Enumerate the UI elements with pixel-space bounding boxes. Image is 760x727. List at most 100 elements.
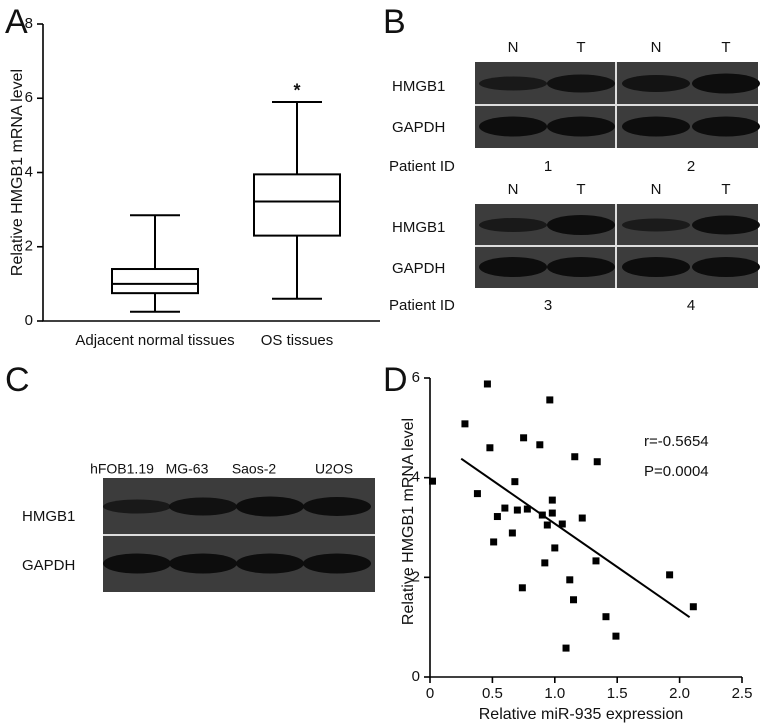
y-tick-label: 0 <box>25 312 33 329</box>
y-tick-label: 6 <box>25 89 33 106</box>
band <box>479 76 547 91</box>
lane-label: MG-63 <box>166 461 209 477</box>
point <box>566 576 574 584</box>
point <box>428 477 436 485</box>
band <box>547 215 615 235</box>
point <box>570 596 578 604</box>
y-tick-label: 8 <box>25 15 33 32</box>
point <box>548 509 556 517</box>
band <box>547 74 615 93</box>
band <box>236 553 304 574</box>
x-tick-label: 0 <box>426 685 434 702</box>
point <box>562 644 570 652</box>
point <box>546 396 554 404</box>
y-tick-label: 2 <box>412 568 420 585</box>
blot-label: 3 <box>544 297 552 314</box>
point <box>486 444 494 452</box>
blot-label: N <box>651 39 662 56</box>
point <box>558 520 566 528</box>
point <box>473 490 481 498</box>
x-tick-label: 2.5 <box>732 685 753 702</box>
blot-label: T <box>576 181 585 198</box>
band <box>692 257 760 277</box>
panel-label: D <box>383 361 408 399</box>
blot-label: HMGB1 <box>392 219 445 236</box>
y-tick-label: 4 <box>412 469 420 486</box>
point <box>551 544 559 552</box>
blot-label: N <box>508 39 519 56</box>
point <box>578 514 586 522</box>
point <box>518 584 526 592</box>
band <box>303 553 371 574</box>
point <box>501 504 509 512</box>
lane-label: hFOB1.19 <box>90 461 154 477</box>
band <box>303 497 371 516</box>
point <box>513 506 521 514</box>
x-tick-label: Adjacent normal tissues <box>75 332 234 349</box>
blot-label: GAPDH <box>392 119 445 136</box>
x-tick-label: 1.0 <box>544 685 565 702</box>
y-tick-label: 4 <box>25 163 33 180</box>
point <box>666 571 674 579</box>
point <box>461 420 469 428</box>
band <box>692 215 760 235</box>
point <box>612 632 620 640</box>
box <box>253 173 341 237</box>
band <box>479 116 547 137</box>
blot-label: 4 <box>687 297 695 314</box>
blot-label: 2 <box>687 158 695 175</box>
band <box>103 499 171 514</box>
blot-label: T <box>576 39 585 56</box>
annotation: r=-0.5654 <box>644 433 709 450</box>
point <box>483 380 491 388</box>
band <box>169 553 237 574</box>
band <box>622 257 690 277</box>
point <box>536 441 544 449</box>
blot-label: T <box>721 181 730 198</box>
band <box>103 553 171 574</box>
panel-label: A <box>5 3 28 41</box>
axis-line <box>429 378 742 678</box>
blot-label: Patient ID <box>389 158 455 175</box>
annotation: P=0.0004 <box>644 463 709 480</box>
panel-label: C <box>5 361 30 399</box>
x-tick-label: 1.5 <box>607 685 628 702</box>
band <box>547 116 615 137</box>
point <box>593 458 601 466</box>
band <box>479 257 547 277</box>
y-tick-label: 0 <box>412 668 420 685</box>
band <box>169 497 237 516</box>
x-axis-title: Relative miR-935 expression <box>479 706 684 723</box>
point <box>543 521 551 529</box>
point <box>602 613 610 621</box>
box <box>111 268 199 295</box>
band <box>622 218 690 232</box>
blot-label: 1 <box>544 158 552 175</box>
point <box>493 513 501 521</box>
point <box>548 496 556 504</box>
point <box>689 603 697 611</box>
point <box>508 529 516 537</box>
blot-label: GAPDH <box>392 260 445 277</box>
point <box>541 559 549 567</box>
y-axis-title: Relative HMGB1 mRNA level <box>9 69 26 276</box>
band <box>622 75 690 92</box>
band <box>236 496 304 517</box>
annotation: * <box>293 81 300 101</box>
y-axis-title: Relative HMGB1 mRNA level <box>400 418 417 625</box>
band <box>622 116 690 137</box>
lane-label: Saos-2 <box>232 461 277 477</box>
blot-label: N <box>508 181 519 198</box>
fit-line <box>460 457 691 619</box>
blot-label: HMGB1 <box>22 508 75 525</box>
blot-label: GAPDH <box>22 557 75 574</box>
point <box>520 434 528 442</box>
blot-label: N <box>651 181 662 198</box>
point <box>592 557 600 565</box>
band <box>479 218 547 232</box>
band <box>692 116 760 137</box>
point <box>511 478 519 486</box>
blot-label: HMGB1 <box>392 78 445 95</box>
x-tick-label: OS tissues <box>261 332 334 349</box>
